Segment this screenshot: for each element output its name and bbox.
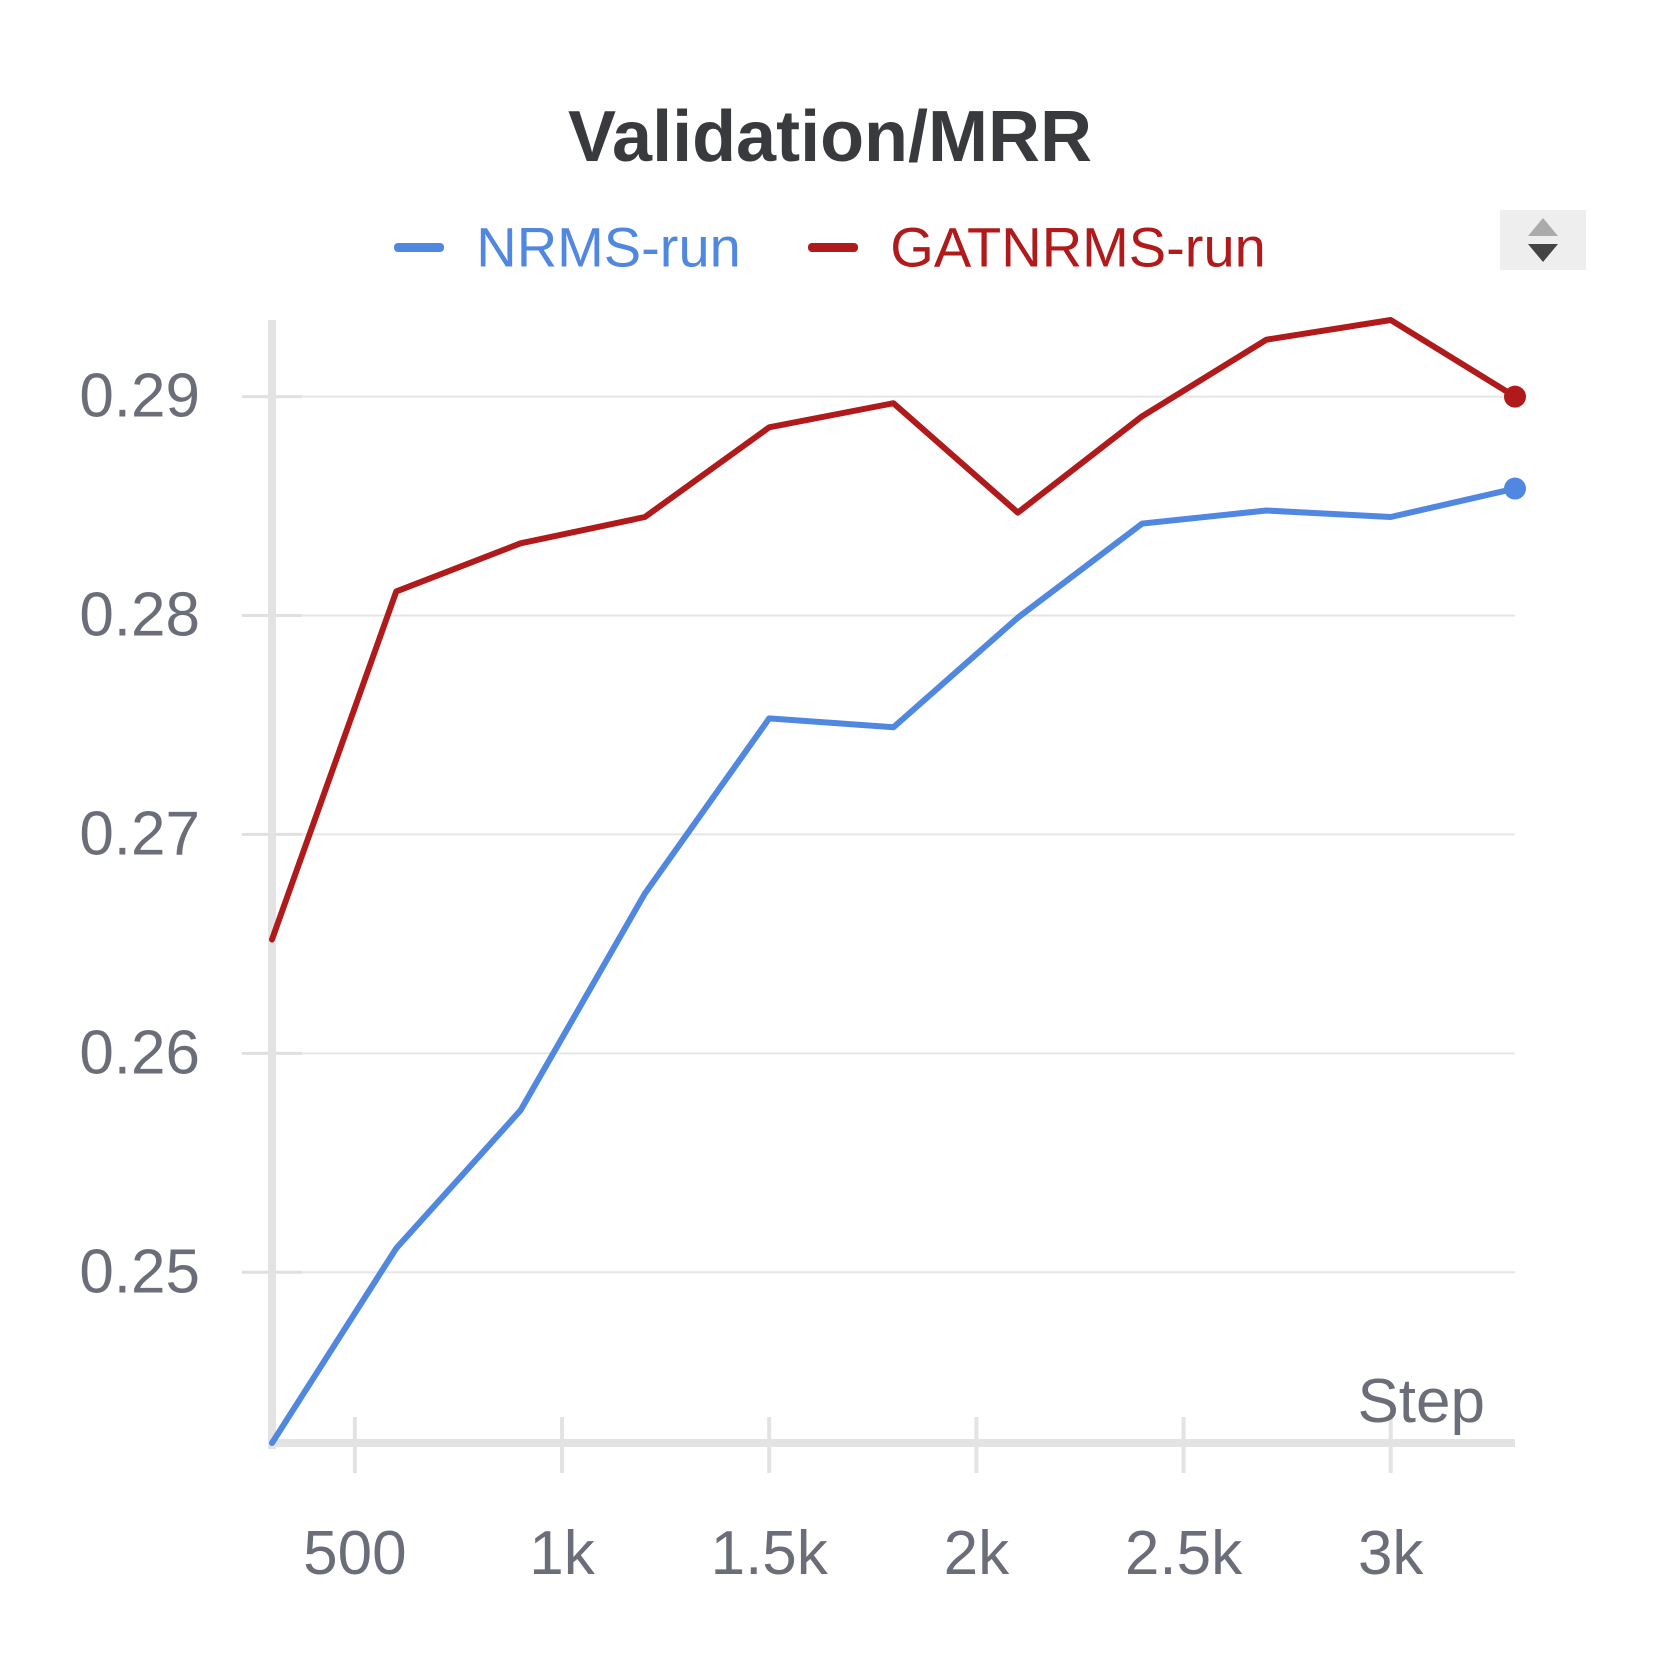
x-tick-label: 2.5k: [1125, 1519, 1243, 1588]
chevron-up-icon: [1528, 218, 1558, 236]
y-tick-label: 0.28: [79, 581, 200, 650]
y-tick-label: 0.27: [79, 799, 200, 868]
series-line-nrms: [269, 485, 1518, 1446]
legend-item-gatnrms[interactable]: GATNRMS-run: [808, 210, 1266, 280]
chevron-down-icon: [1528, 244, 1558, 262]
series-end-point: [1504, 477, 1526, 500]
legend-scroll-button[interactable]: [1500, 210, 1586, 270]
legend-swatch-gatnrms: [808, 243, 859, 253]
series-line-gatnrms: [269, 317, 1518, 943]
x-tick-label: 1k: [529, 1519, 595, 1588]
chart-title: Validation/MRR: [567, 97, 1093, 177]
legend-item-nrms[interactable]: NRMS-run: [394, 210, 741, 280]
x-tick-label: 500: [303, 1519, 406, 1588]
y-tick-label: 0.29: [79, 362, 200, 431]
series-end-point: [1504, 385, 1526, 408]
legend-label-nrms: NRMS-run: [476, 216, 741, 280]
x-tick-label: 1.5k: [711, 1519, 829, 1588]
x-tick-label: 2k: [944, 1519, 1010, 1588]
y-tick-label: 0.26: [79, 1018, 200, 1087]
y-tick-label: 0.25: [79, 1237, 200, 1306]
x-axis-label: Step: [1357, 1367, 1485, 1436]
legend-label-gatnrms: GATNRMS-run: [890, 216, 1266, 280]
legend: NRMS-run GATNRMS-run: [0, 208, 1660, 280]
legend-swatch-nrms: [394, 243, 445, 253]
x-tick-label: 3k: [1358, 1519, 1424, 1588]
